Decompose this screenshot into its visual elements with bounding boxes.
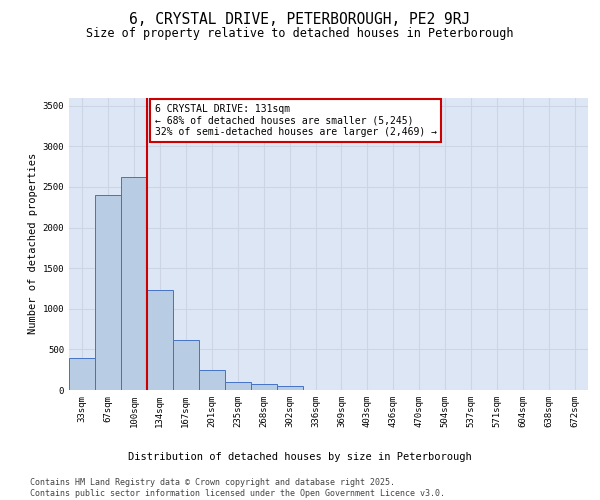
Text: 6, CRYSTAL DRIVE, PETERBOROUGH, PE2 9RJ: 6, CRYSTAL DRIVE, PETERBOROUGH, PE2 9RJ: [130, 12, 470, 28]
Y-axis label: Number of detached properties: Number of detached properties: [28, 153, 38, 334]
Text: Distribution of detached houses by size in Peterborough: Distribution of detached houses by size …: [128, 452, 472, 462]
Bar: [121, 177, 147, 390]
Text: 6 CRYSTAL DRIVE: 131sqm
← 68% of detached houses are smaller (5,245)
32% of semi: 6 CRYSTAL DRIVE: 131sqm ← 68% of detache…: [155, 104, 437, 137]
Text: Contains HM Land Registry data © Crown copyright and database right 2025.
Contai: Contains HM Land Registry data © Crown c…: [30, 478, 445, 498]
Bar: [69, 358, 95, 390]
Text: Size of property relative to detached houses in Peterborough: Size of property relative to detached ho…: [86, 28, 514, 40]
Bar: [95, 195, 121, 390]
Bar: [251, 384, 277, 390]
Bar: [147, 290, 173, 390]
Bar: [225, 382, 251, 390]
Bar: [173, 340, 199, 390]
Bar: [199, 370, 224, 390]
Bar: [277, 386, 302, 390]
